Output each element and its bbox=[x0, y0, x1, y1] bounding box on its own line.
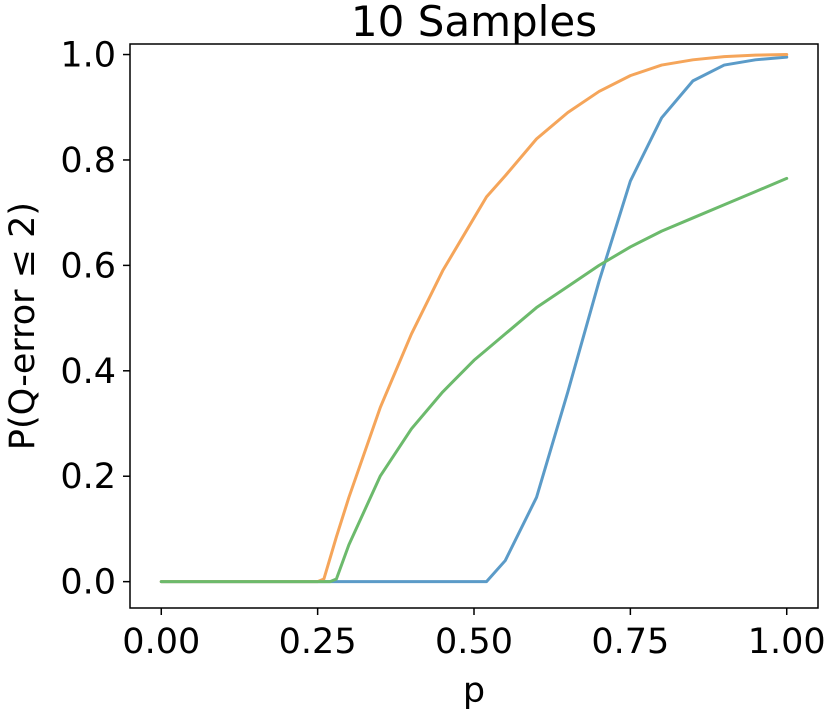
axes-layer: 0.00 0.25 0.50 0.75 1.00 0.0 0.2 0.4 0.6 0.8 1.0 bbox=[60, 36, 825, 662]
series-layer bbox=[159, 53, 789, 584]
y-tick-label: 0.4 bbox=[60, 352, 116, 392]
plot-frame bbox=[129, 43, 819, 609]
y-tick-label: 0.0 bbox=[60, 563, 116, 603]
y-tick-label: 1.0 bbox=[60, 36, 116, 76]
x-tick-label: 0.00 bbox=[122, 622, 200, 662]
y-tick-label: 0.2 bbox=[60, 457, 116, 497]
x-tick-label: 0.25 bbox=[279, 622, 357, 662]
series-line-3 bbox=[159, 176, 789, 584]
x-tick-label: 0.75 bbox=[591, 622, 669, 662]
x-tick-label: 1.00 bbox=[748, 622, 826, 662]
x-axis-label: p bbox=[463, 671, 485, 710]
series-line-1 bbox=[159, 55, 789, 584]
y-axis-label: P(Q-error ≤ 2) bbox=[3, 202, 43, 450]
x-tick-label: 0.50 bbox=[435, 622, 513, 662]
chart-title: 10 Samples bbox=[351, 0, 597, 46]
y-tick-label: 0.8 bbox=[60, 141, 116, 181]
series-line-2 bbox=[159, 53, 789, 584]
y-tick-label: 0.6 bbox=[60, 246, 116, 286]
